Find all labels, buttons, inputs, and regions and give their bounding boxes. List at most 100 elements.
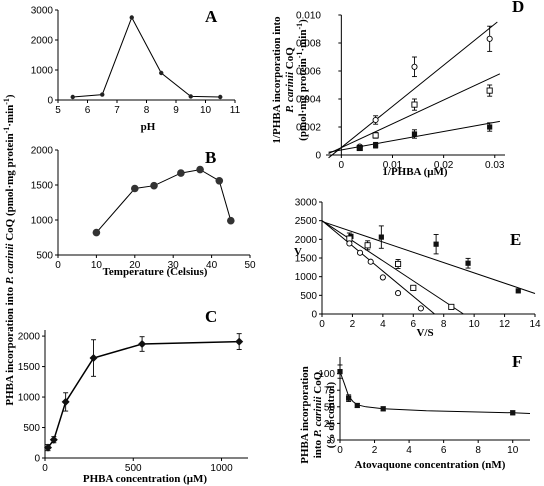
data-point — [89, 354, 98, 363]
panel-letter-c: C — [205, 307, 217, 326]
series-1 — [328, 73, 501, 155]
x-tick-label: 10 — [469, 319, 481, 330]
panel-d-y-axis-label-line2: P. carinii CoQ — [284, 47, 296, 113]
data-point — [465, 260, 471, 266]
data-point — [215, 177, 224, 185]
y-tick-label: 1000 — [18, 393, 41, 404]
x-tick-label: 11 — [230, 105, 241, 116]
data-point — [70, 94, 75, 100]
series-line — [47, 340, 240, 449]
panel-d-y-axis-label: 1/PHBA incorporation into — [271, 16, 283, 144]
data-point — [337, 369, 343, 375]
series-0 — [44, 333, 244, 452]
data-point — [410, 284, 417, 291]
data-point — [346, 395, 352, 401]
x-tick-label: 7 — [114, 105, 120, 116]
series-0 — [321, 220, 536, 294]
data-point — [510, 410, 516, 416]
y-tick-label: 1500 — [31, 181, 54, 192]
y-tick-label: 75 — [324, 386, 336, 397]
data-point — [515, 288, 521, 294]
data-point — [218, 94, 223, 100]
y-tick-label: 0.006 — [296, 67, 321, 78]
panel-b: 0 10 20 30 40 50 500 1000 1500 2000 B Temperature (… — [31, 146, 256, 279]
series-0 — [337, 364, 531, 416]
x-tick-label: 12 — [499, 319, 511, 330]
data-point — [411, 63, 418, 70]
y-tick-label: 2000 — [31, 146, 54, 157]
y-tick-label: 500 — [300, 291, 317, 302]
panel-c: 0 500 1000 0 500 1000 1500 2000 C PHBA concentrat… — [18, 307, 248, 485]
data-point — [357, 145, 363, 151]
data-point — [227, 216, 235, 225]
panel-f-y-axis-label: PHBA incorporation — [299, 366, 311, 463]
series-line — [72, 16, 221, 98]
data-point — [486, 87, 493, 94]
data-point — [346, 240, 353, 247]
data-point — [417, 305, 424, 312]
panel-f-y-axis-label-line3: (% of control) — [325, 381, 337, 448]
y-tick-label: 1000 — [295, 272, 318, 283]
x-tick-label: 10 — [507, 445, 519, 456]
x-tick-label: 2 — [350, 319, 356, 330]
y-tick-label: 50 — [324, 402, 336, 413]
x-tick-label: 30 — [168, 260, 180, 271]
x-axis-label: PHBA concentration (μM) — [83, 473, 207, 485]
data-point — [486, 35, 493, 42]
data-point — [411, 131, 418, 137]
series-0 — [92, 165, 235, 237]
x-tick-label: 2 — [372, 445, 378, 456]
series-line — [339, 371, 531, 414]
fit-line — [321, 220, 435, 315]
data-point — [364, 242, 371, 249]
shared-y-axis-label: PHBA incorporation into P. carinii CoQ (… — [2, 94, 16, 406]
y-tick-label: 0.004 — [296, 95, 321, 106]
y-tick-label: 0 — [315, 151, 321, 162]
x-tick-label: 500 — [125, 463, 142, 474]
x-tick-label: 6 — [85, 105, 91, 116]
x-axis-label: 1/PHBA (μM) — [382, 166, 448, 178]
data-point — [159, 70, 164, 76]
x-tick-label: 0 — [42, 463, 48, 474]
data-point — [395, 290, 402, 297]
data-point — [372, 116, 379, 124]
x-axis-label: pH — [141, 121, 156, 133]
y-tick-label: 0.002 — [296, 123, 321, 134]
x-tick-label: 8 — [144, 105, 150, 116]
x-tick-label: 4 — [380, 319, 386, 330]
panel-letter-f: F — [512, 352, 522, 371]
x-tick-label: 6 — [441, 445, 447, 456]
x-tick-label: 5 — [55, 105, 61, 116]
x-tick-label: 0.03 — [485, 160, 505, 171]
x-tick-label: 1000 — [210, 463, 233, 474]
y-axis-label: V — [294, 246, 302, 258]
x-tick-label: 50 — [244, 260, 256, 271]
panel-d-y-axis-label-line3: (pmol·mg protein-1·min-1) — [295, 19, 309, 141]
panel-letter-a: A — [205, 7, 218, 26]
data-point — [92, 228, 101, 237]
fit-line — [328, 73, 501, 155]
y-tick-label: 2000 — [295, 235, 318, 246]
y-tick-label: 0 — [47, 96, 53, 107]
x-tick-label: 0.02 — [434, 160, 454, 171]
x-tick-label: 20 — [129, 260, 141, 271]
data-point — [235, 337, 244, 346]
x-tick-label: 0 — [55, 260, 61, 271]
series-2 — [328, 120, 500, 153]
x-tick-label: 10 — [91, 260, 103, 271]
y-tick-label: 1500 — [295, 254, 318, 265]
panel-e: 0 2 4 6 8 10 12 14 0 500 1000 1500 2000 2500 3000 E V/S V — [294, 198, 541, 340]
y-tick-label: 2000 — [18, 332, 41, 343]
fit-line — [321, 220, 536, 294]
panel-letter-d: D — [512, 0, 524, 16]
x-axis-label: Atovaquone concentration (nM) — [355, 459, 506, 471]
data-point — [49, 435, 58, 444]
series-2 — [321, 220, 435, 315]
fit-line — [321, 220, 464, 315]
x-tick-label: 40 — [206, 260, 218, 271]
data-point — [188, 94, 193, 99]
y-tick-label: 1500 — [18, 362, 41, 373]
data-point — [131, 184, 139, 193]
